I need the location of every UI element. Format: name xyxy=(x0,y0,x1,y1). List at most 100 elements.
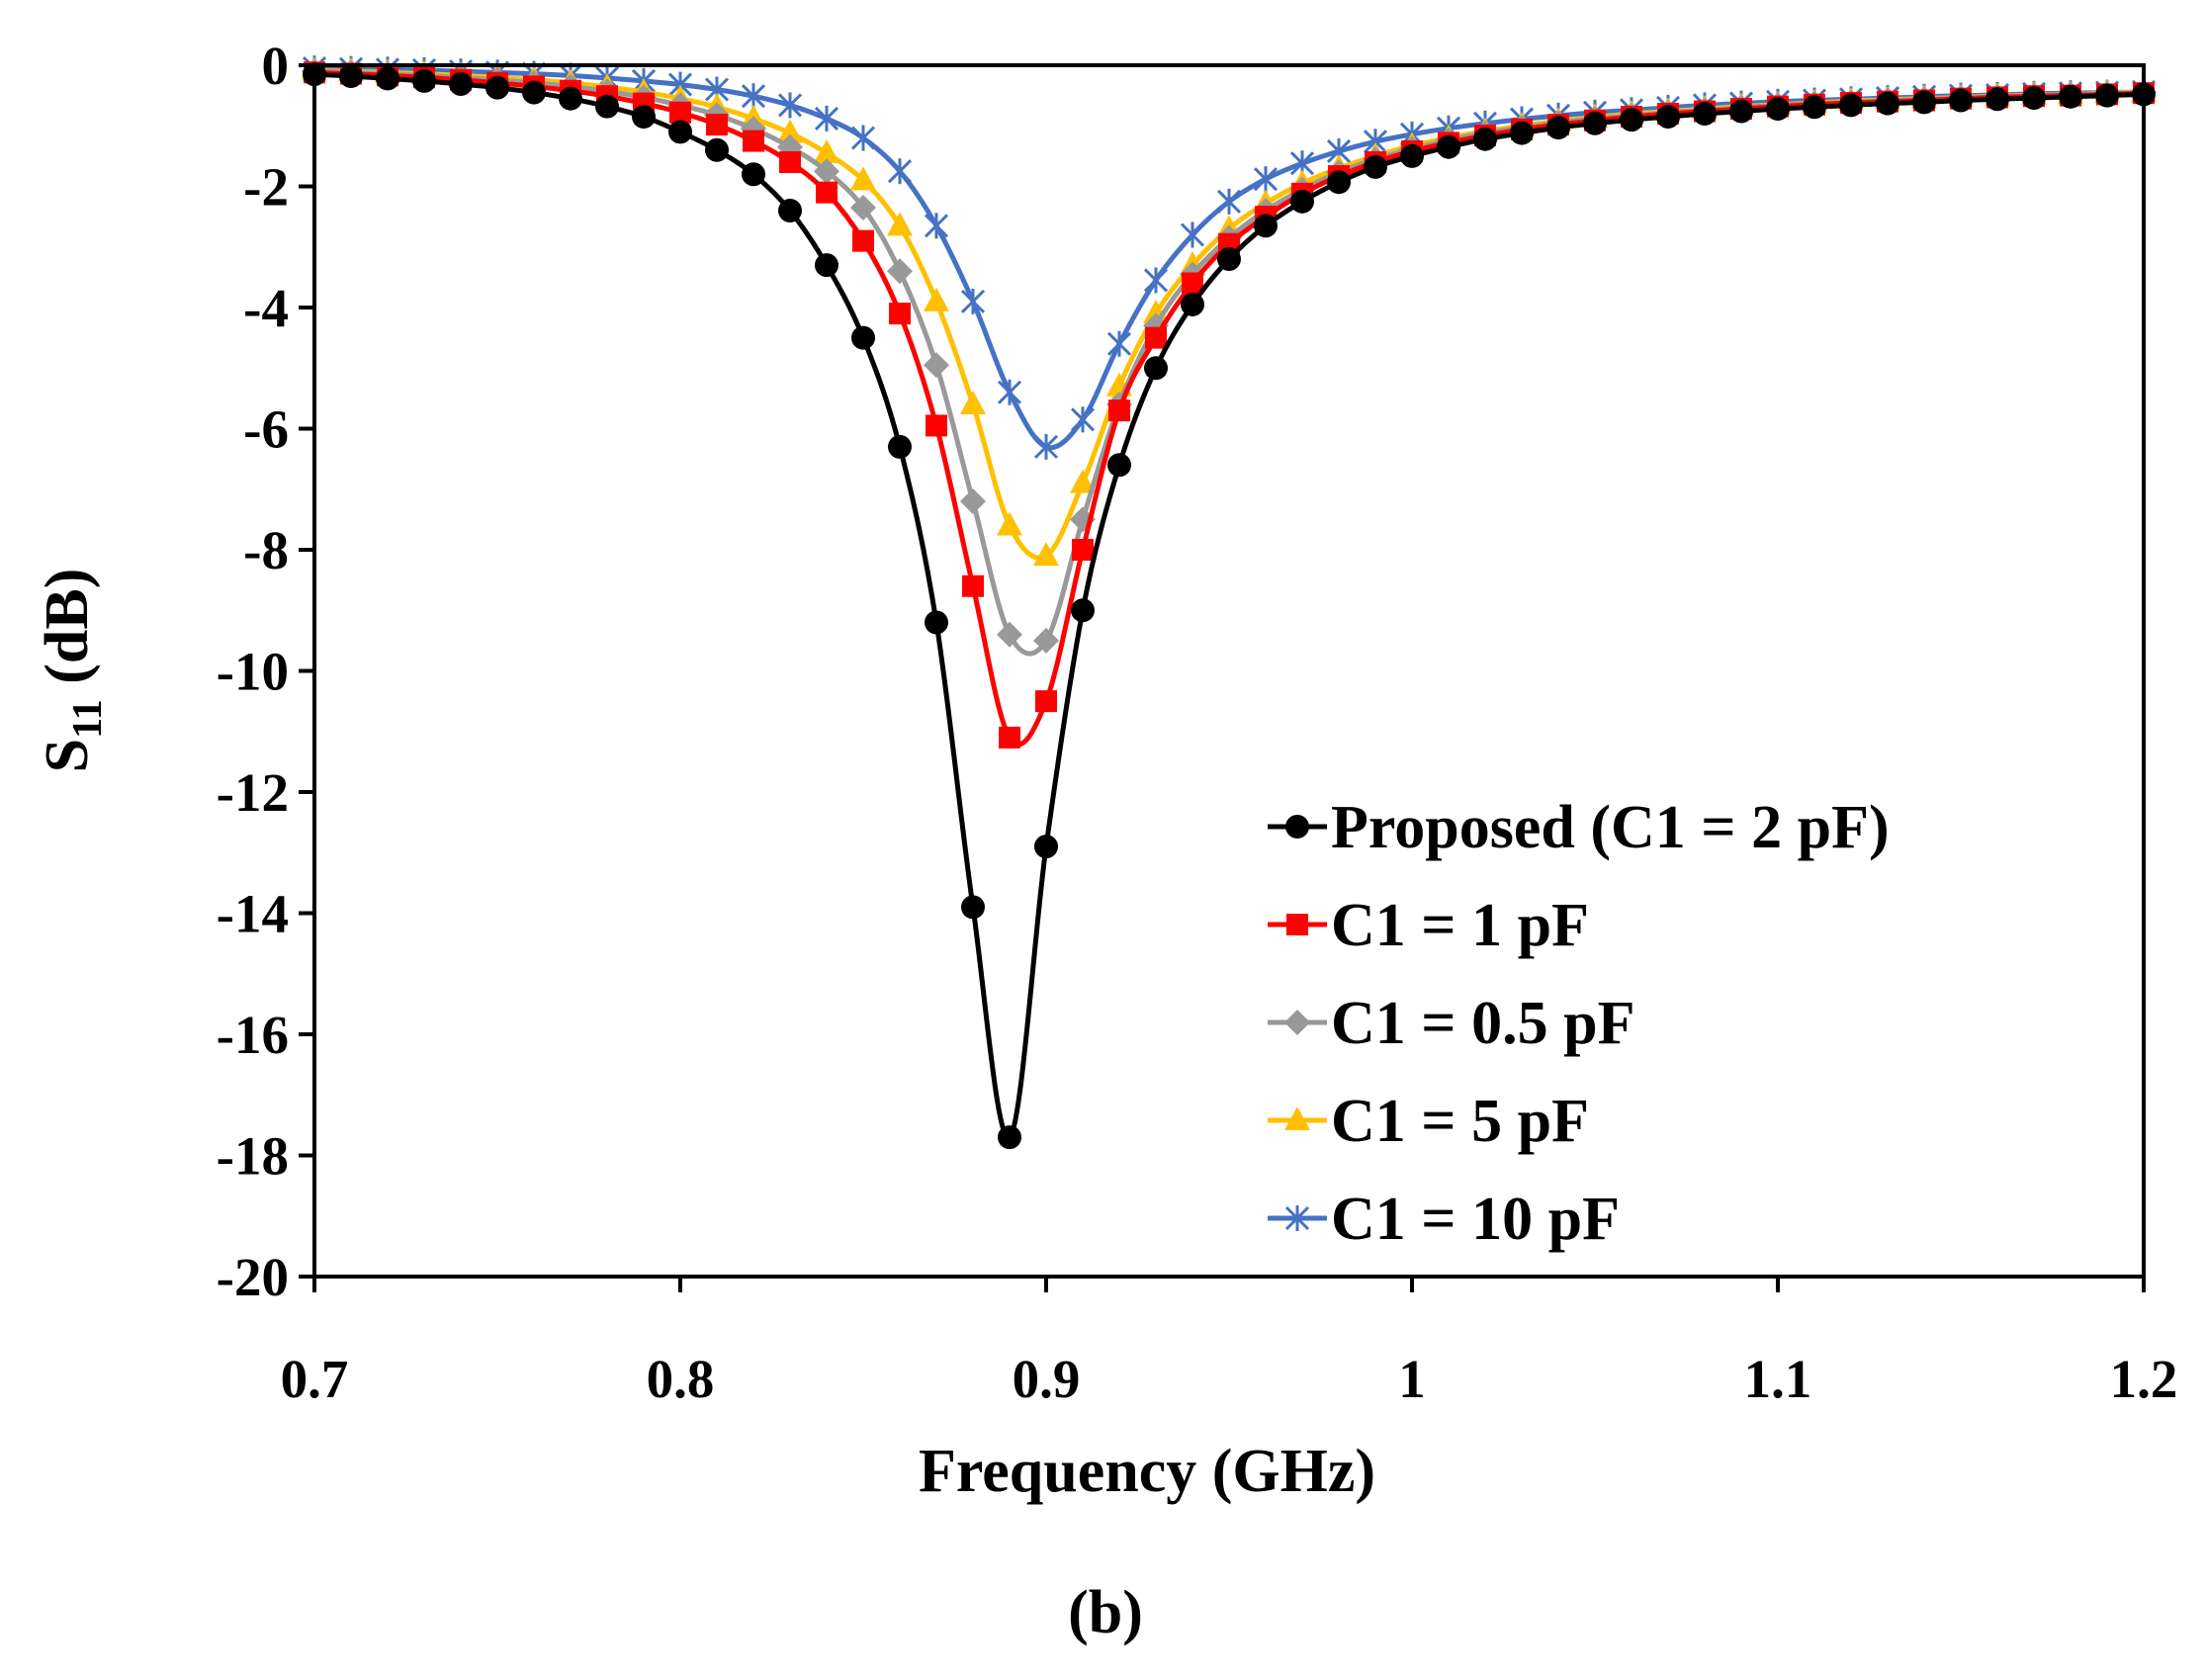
legend-swatch-marker xyxy=(1285,815,1309,839)
series-0-point xyxy=(742,162,765,187)
series-0-point xyxy=(2095,83,2119,108)
series-0-point xyxy=(376,66,399,91)
series-3-point xyxy=(1033,542,1059,567)
y-tick-label: -4 xyxy=(243,278,289,338)
legend-entry: C1 = 1 pF xyxy=(1268,892,1589,959)
series-layer xyxy=(302,55,2157,1150)
series-0-point xyxy=(1656,105,1680,130)
series-3-point xyxy=(1070,469,1096,493)
series-1-point xyxy=(999,726,1020,749)
series-0-point xyxy=(1912,90,1936,115)
series-1-point xyxy=(669,101,691,124)
series-1-point xyxy=(889,303,911,325)
series-0-point xyxy=(1071,598,1095,623)
series-1-point xyxy=(1108,399,1130,422)
y-tick-label: 0 xyxy=(262,36,290,96)
series-2-point xyxy=(924,352,949,379)
series-0-point xyxy=(925,610,948,635)
series-0-point xyxy=(1693,102,1717,126)
series-3-point xyxy=(850,166,876,191)
ticks-layer: 0.7 0.8 0.9 1 1.1 1.2 0 -2 -4 -6 -8 -10 -12 -14 -16 -18… xyxy=(217,36,2178,1409)
x-tick-label: 1 xyxy=(1398,1349,1426,1409)
series-1-point xyxy=(926,414,947,437)
series-0-point xyxy=(1510,121,1534,145)
y-tick-label: -2 xyxy=(243,157,289,218)
series-1-line xyxy=(313,69,2145,748)
legend-label: Proposed (C1 = 2 pF) xyxy=(1331,794,1890,861)
series-3-point xyxy=(997,511,1022,536)
x-tick-label: 0.8 xyxy=(647,1349,715,1409)
series-4-point xyxy=(1180,221,1205,248)
y-axis-title-subscript: 11 xyxy=(65,699,111,739)
series-2-line xyxy=(313,68,2145,657)
legend-swatch-marker xyxy=(1284,1010,1310,1035)
legend-entry: C1 = 0.5 pF xyxy=(1268,990,1634,1057)
series-0-point xyxy=(1437,134,1460,159)
y-tick-label: -12 xyxy=(217,762,289,823)
series-0-point xyxy=(559,86,582,111)
series-4-point xyxy=(887,158,913,185)
y-tick-label: -14 xyxy=(217,884,289,944)
y-axis-title: S11 (dB) xyxy=(34,569,111,773)
series-0-point xyxy=(632,105,656,130)
y-tick-label: -18 xyxy=(217,1126,289,1187)
series-1-point xyxy=(706,114,728,136)
legend-swatch-marker xyxy=(1284,1106,1310,1130)
series-3-point xyxy=(887,212,913,236)
series-4-point xyxy=(1143,267,1169,294)
series-1-point xyxy=(962,575,984,597)
x-axis-title: Frequency (GHz) xyxy=(919,1438,1375,1505)
series-0-point xyxy=(851,325,875,350)
series-0-point xyxy=(1766,97,1790,122)
series-0-point xyxy=(522,80,546,105)
y-tick-label: -6 xyxy=(243,399,289,460)
series-0-point xyxy=(1254,214,1278,238)
x-tick-label: 0.7 xyxy=(281,1349,349,1409)
series-0-point xyxy=(339,64,363,89)
series-2-point xyxy=(960,488,986,514)
series-3-point xyxy=(924,287,949,311)
series-1 xyxy=(304,61,2155,749)
series-0-point xyxy=(2059,84,2082,109)
series-0-point xyxy=(1144,356,1168,381)
series-0-point xyxy=(888,434,912,459)
legend-label: C1 = 0.5 pF xyxy=(1331,990,1634,1057)
legend-swatch-marker xyxy=(1284,1205,1310,1231)
series-1-point xyxy=(1145,326,1167,349)
series-4-point xyxy=(924,213,949,239)
series-0 xyxy=(303,62,2156,1150)
series-3-point xyxy=(814,138,839,163)
series-0-point xyxy=(961,895,985,920)
series-1-point xyxy=(1035,690,1057,713)
series-0-point xyxy=(1876,91,1899,116)
series-0-point xyxy=(1290,189,1314,214)
y-tick-label: -10 xyxy=(217,642,289,702)
series-4-point xyxy=(1216,188,1242,215)
series-0-point xyxy=(705,137,729,162)
legend: Proposed (C1 = 2 pF) C1 = 1 pF C1 = 0.5 pF… xyxy=(1268,794,1890,1253)
series-2-point xyxy=(1033,627,1059,654)
series-4-point xyxy=(1033,433,1059,460)
series-1-point xyxy=(852,229,874,252)
series-0-point xyxy=(485,75,509,100)
series-0-point xyxy=(815,253,838,278)
series-0-point xyxy=(778,199,802,222)
x-tick-label: 1.1 xyxy=(1744,1349,1812,1409)
series-0-point xyxy=(2022,86,2046,111)
series-3 xyxy=(302,56,2157,567)
series-0-point xyxy=(1400,143,1424,168)
series-1-point xyxy=(779,151,801,173)
series-4-point xyxy=(814,105,839,132)
series-4-point xyxy=(1070,406,1096,433)
series-1-point xyxy=(1182,272,1203,295)
series-4-point xyxy=(960,288,986,314)
figure-caption: (b) xyxy=(1068,1579,1143,1646)
series-1-point xyxy=(1072,539,1094,561)
legend-label: C1 = 1 pF xyxy=(1331,892,1589,959)
series-0-point xyxy=(1473,127,1497,151)
series-2-point xyxy=(850,194,876,221)
series-0-point xyxy=(998,1125,1021,1150)
series-0-point xyxy=(1803,95,1826,120)
